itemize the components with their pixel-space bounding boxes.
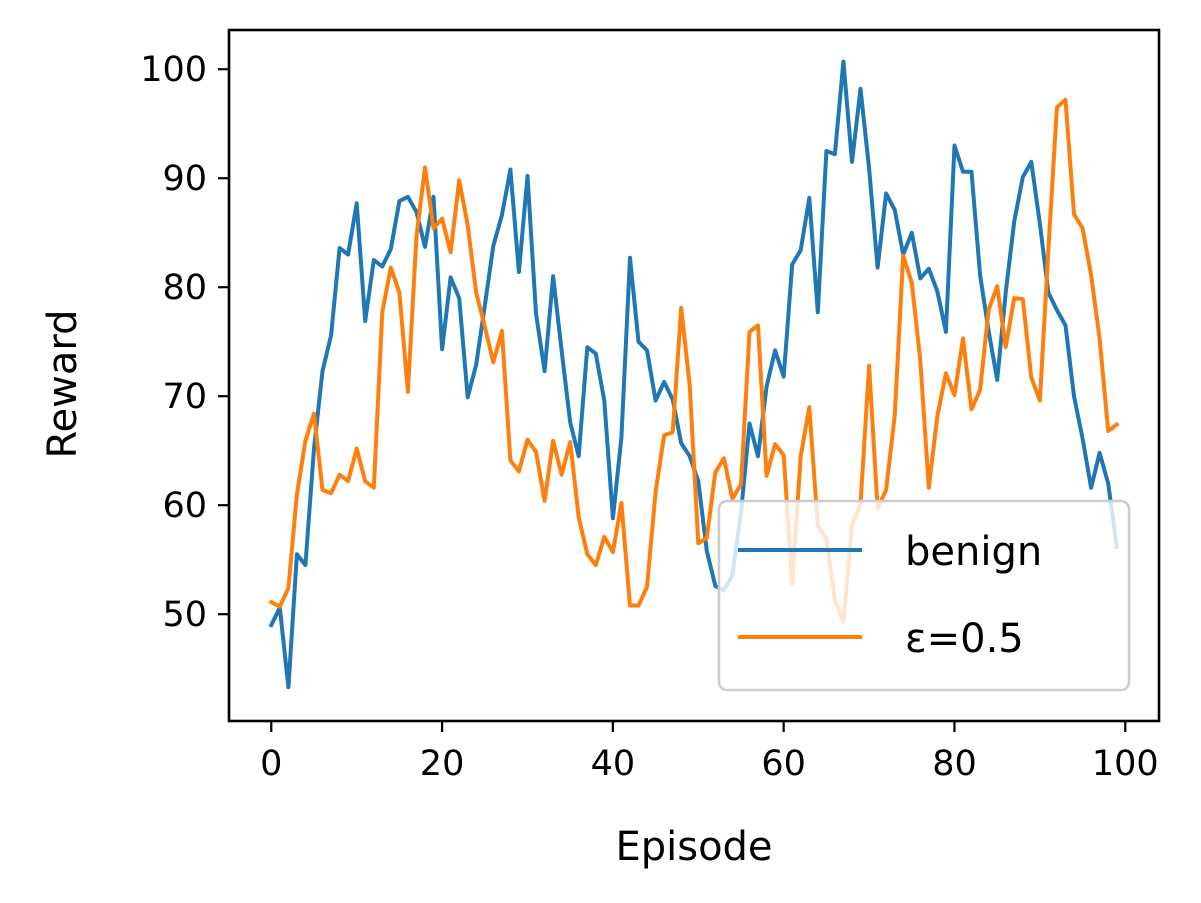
y-axis: 50 60 70 80 90 100: [140, 50, 229, 635]
x-tick-label: 80: [932, 744, 977, 784]
x-tick-label: 40: [591, 744, 636, 784]
y-tick-label: 50: [162, 595, 207, 635]
series-layer: [268, 59, 1120, 690]
legend: benign ε=0.5: [717, 499, 1131, 692]
x-axis-label: Episode: [615, 824, 772, 870]
series-line-epsilon: [268, 97, 1120, 624]
x-axis: 0 20 40 60 80 100: [260, 721, 1159, 784]
x-tick-label: 60: [761, 744, 806, 784]
x-tick-label: 20: [420, 744, 465, 784]
x-tick-label: 100: [1092, 744, 1159, 784]
y-tick-label: 60: [162, 486, 207, 526]
plot-frame: [227, 28, 1161, 723]
legend-label-benign: benign: [905, 529, 1042, 575]
y-tick-label: 90: [162, 159, 207, 199]
y-tick-label: 100: [140, 50, 207, 90]
legend-label-epsilon: ε=0.5: [905, 616, 1024, 662]
y-axis-label: Reward: [40, 310, 86, 459]
y-tick-label: 70: [162, 377, 207, 417]
y-tick-label: 80: [162, 268, 207, 308]
x-tick-label: 0: [260, 744, 282, 784]
